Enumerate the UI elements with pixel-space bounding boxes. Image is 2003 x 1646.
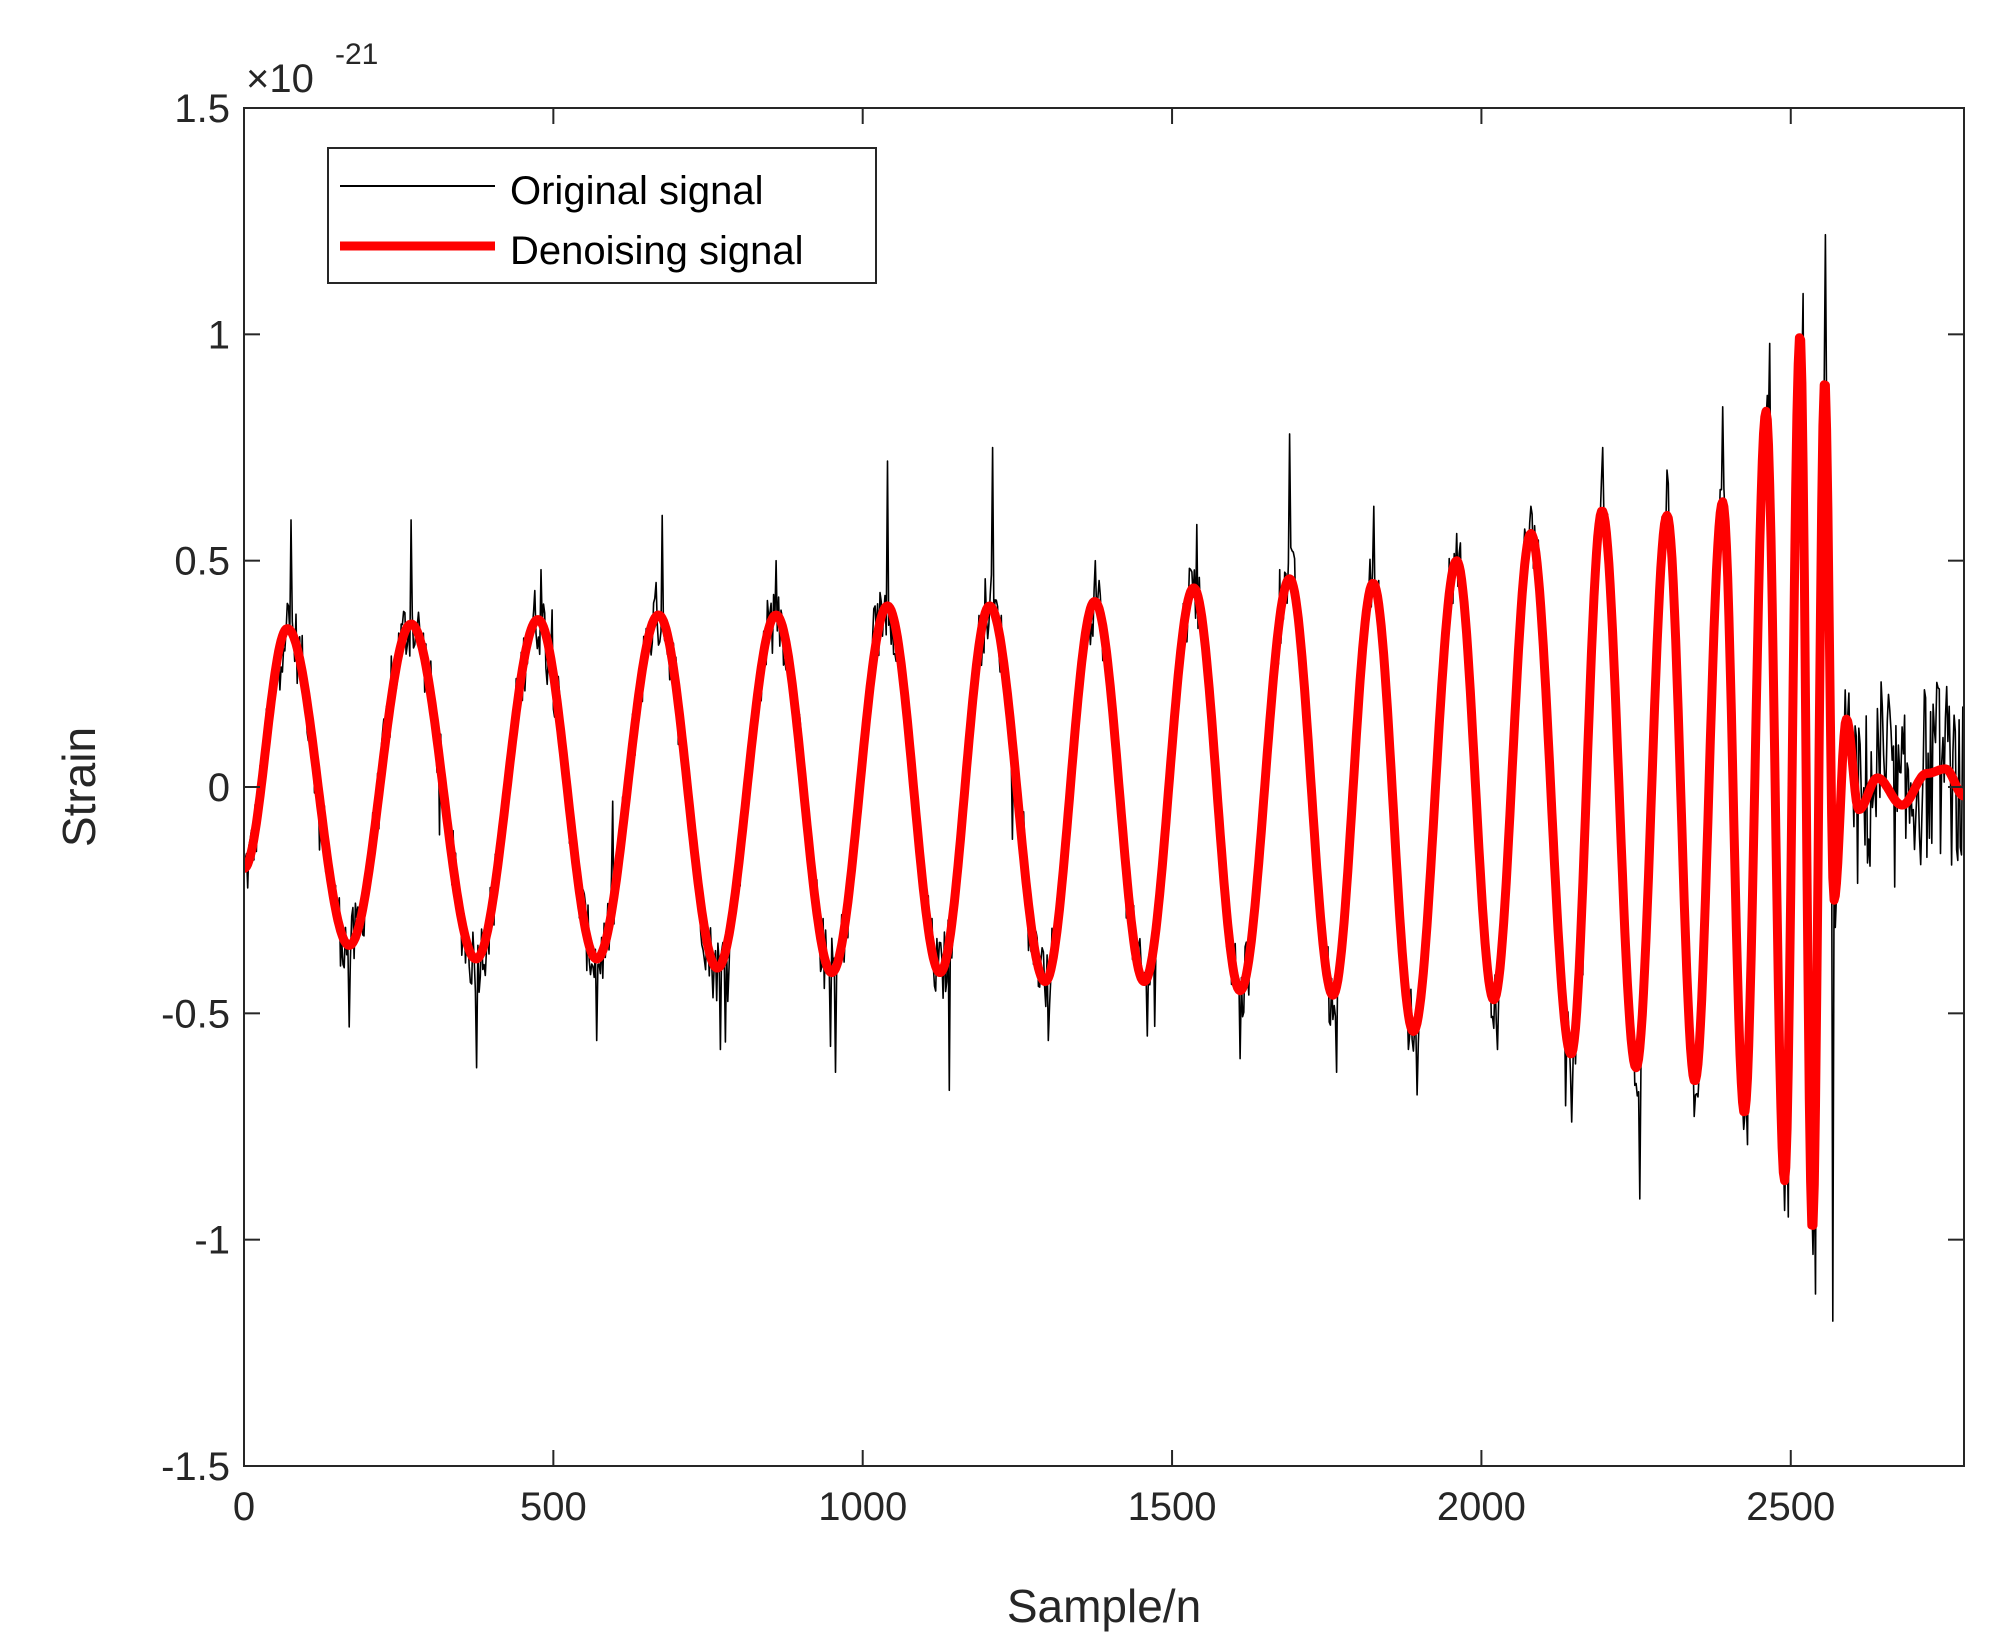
y-tick-label: -1 — [194, 1219, 230, 1263]
legend-box — [327, 147, 877, 284]
x-axis-title: Sample/n — [1007, 1580, 1201, 1632]
x-tick-label: 0 — [233, 1485, 255, 1529]
legend-label-original-signal: Original signal — [510, 169, 763, 213]
y-tick-label: 0 — [208, 766, 230, 810]
y-tick-label: -0.5 — [161, 992, 230, 1036]
exponent-base: ×10 — [246, 57, 314, 101]
x-tick-label: 1500 — [1128, 1485, 1217, 1529]
series-line-denoising-signal — [244, 333, 1964, 1230]
exponent-power: -21 — [335, 38, 378, 71]
series-layer — [244, 233, 1964, 1322]
x-tick-label: 2500 — [1746, 1485, 1835, 1529]
y-tick-label: -1.5 — [161, 1445, 230, 1489]
x-tick-label: 1000 — [818, 1485, 907, 1529]
ticks-layer: 0 500 1000 1500 2000 2500 -1.5 -1 -0.5 0 0.5 1 1.5 — [161, 87, 1964, 1529]
y-tick-label: 1.5 — [174, 87, 230, 131]
exponent-label: ×10 -21 — [246, 38, 378, 101]
legend: Original signal Denoising signal — [327, 147, 877, 284]
legend-label-denoising-signal: Denoising signal — [510, 229, 804, 273]
y-tick-label: 0.5 — [174, 540, 230, 584]
x-tick-label: 2000 — [1437, 1485, 1526, 1529]
x-tick-label: 500 — [520, 1485, 587, 1529]
y-tick-label: 1 — [208, 313, 230, 357]
y-axis-title: Strain — [53, 727, 105, 847]
